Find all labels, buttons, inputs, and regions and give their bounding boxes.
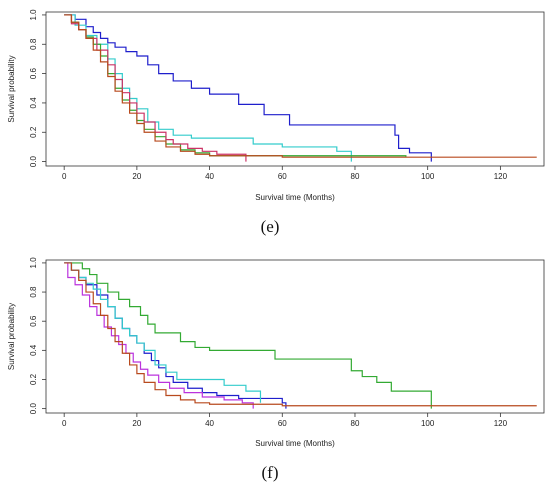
y-axis-title: Survival probability [7, 55, 16, 122]
x-axis-title: Survival time (Months) [255, 193, 335, 202]
x-tick-label: 100 [421, 419, 435, 428]
x-tick-label: 120 [494, 172, 508, 181]
y-tick-label: 0.6 [29, 67, 38, 79]
panel-e: 0 20 40 60 80 100 120 0.0 0.2 0.4 0.6 0.8 1.0 Surviva… [7, 9, 545, 236]
x-tick-label: 40 [205, 172, 214, 181]
x-tick-label: 40 [205, 419, 214, 428]
x-tick-label: 60 [278, 419, 287, 428]
panel-label: (f) [262, 463, 279, 482]
y-tick-label: 1.0 [29, 257, 38, 269]
panel-f: 0 20 40 60 80 100 120 0.0 0.2 0.4 0.6 0.8 1.0 Surviva… [7, 257, 545, 482]
x-tick-label: 0 [62, 419, 67, 428]
x-tick-label: 120 [494, 419, 508, 428]
x-tick-label: 80 [351, 172, 360, 181]
y-tick-label: 0.0 [29, 155, 38, 167]
y-tick-label: 0.8 [29, 38, 38, 50]
x-tick-label: 20 [132, 419, 141, 428]
x-axis-title: Survival time (Months) [255, 439, 335, 448]
survival-curve-0 [64, 14, 432, 162]
x-tick-label: 0 [62, 172, 67, 181]
y-tick-label: 0.2 [29, 126, 38, 138]
y-tick-label: 0.6 [29, 315, 38, 327]
x-tick-label: 60 [278, 172, 287, 181]
y-tick-label: 1.0 [29, 9, 38, 21]
plot-frame [45, 259, 545, 414]
survival-curve-1 [64, 262, 287, 409]
panel-label: (e) [261, 217, 280, 236]
y-tick-label: 0.0 [29, 403, 38, 415]
y-tick-label: 0.2 [29, 373, 38, 385]
x-tick-label: 20 [132, 172, 141, 181]
x-tick-label: 80 [351, 419, 360, 428]
survival-curve-4 [64, 14, 537, 158]
plot-frame [45, 11, 545, 167]
y-tick-label: 0.8 [29, 286, 38, 298]
y-tick-label: 0.4 [29, 97, 38, 109]
y-tick-label: 0.4 [29, 344, 38, 356]
survival-curve-0 [64, 262, 432, 409]
y-axis-title: Survival probability [7, 303, 16, 370]
survival-curve-4 [64, 262, 537, 407]
survival-curve-3 [64, 262, 254, 409]
x-tick-label: 100 [421, 172, 435, 181]
